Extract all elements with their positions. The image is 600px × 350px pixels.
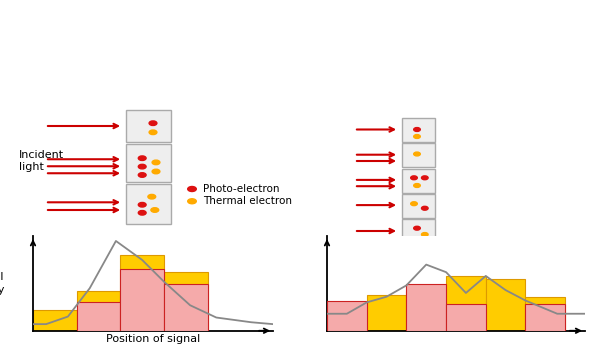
Text: Incident
light: Incident light [19, 150, 64, 172]
Text: Thermal electron: Thermal electron [203, 196, 292, 206]
Bar [402, 169, 435, 192]
Circle shape [421, 206, 428, 210]
Circle shape [148, 194, 156, 199]
Bar [526, 297, 565, 331]
Circle shape [138, 156, 146, 160]
Circle shape [149, 121, 157, 125]
Bar [126, 184, 171, 224]
Circle shape [413, 183, 420, 188]
Bar [120, 255, 164, 331]
Bar [406, 284, 446, 331]
Bar [402, 118, 435, 142]
Bar [327, 301, 367, 331]
Circle shape [149, 130, 157, 135]
Bar [120, 270, 164, 331]
Bar [402, 194, 435, 218]
Bar [406, 291, 446, 331]
Circle shape [421, 176, 428, 180]
X-axis label: Position of signal: Position of signal [106, 334, 200, 344]
Circle shape [188, 187, 196, 191]
Circle shape [410, 202, 418, 206]
Circle shape [138, 202, 146, 207]
Circle shape [410, 176, 418, 180]
Bar [367, 295, 406, 331]
Bar [526, 304, 565, 331]
Circle shape [421, 233, 428, 237]
Circle shape [138, 210, 146, 215]
Bar [33, 310, 77, 331]
Bar [164, 284, 208, 331]
Bar [126, 144, 171, 182]
Bar [446, 276, 486, 331]
Bar [446, 304, 486, 331]
Circle shape [138, 164, 146, 169]
Circle shape [152, 160, 160, 164]
Circle shape [188, 199, 196, 204]
Circle shape [413, 134, 420, 139]
Bar [327, 310, 367, 331]
Bar [164, 272, 208, 331]
Circle shape [151, 208, 159, 212]
Bar [402, 144, 435, 167]
Bar [77, 302, 120, 331]
Circle shape [413, 127, 420, 132]
Circle shape [413, 152, 420, 156]
Circle shape [152, 169, 160, 174]
Bar [402, 219, 435, 243]
Bar [126, 110, 171, 142]
Bar [486, 279, 526, 331]
Circle shape [413, 226, 420, 230]
Text: Signal
intensity: Signal intensity [0, 272, 4, 295]
Bar [77, 291, 120, 331]
Circle shape [138, 173, 146, 177]
Text: Photo-electron: Photo-electron [203, 184, 280, 194]
